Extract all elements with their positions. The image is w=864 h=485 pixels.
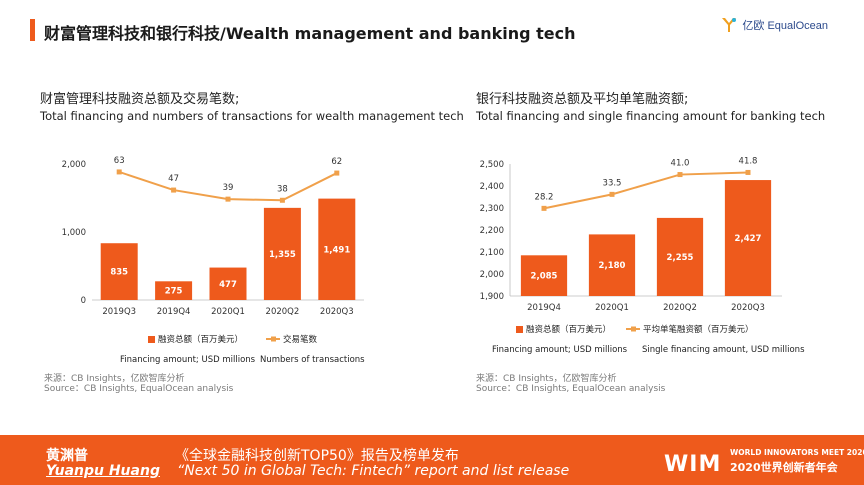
left-chart-title-cn: 财富管理科技融资总额及交易笔数; bbox=[40, 92, 240, 107]
right-bar bbox=[588, 234, 636, 296]
left-line-value-label: 47 bbox=[168, 174, 179, 184]
right-bar bbox=[724, 180, 772, 296]
right-bar bbox=[656, 217, 704, 296]
page-title: 财富管理科技和银行科技/Wealth management and bankin… bbox=[44, 24, 576, 43]
left-bar bbox=[155, 281, 193, 300]
left-x-tick-label: 2019Q4 bbox=[157, 307, 191, 317]
right-line-marker bbox=[745, 169, 751, 175]
left-legend-line-label-en: Numbers of transactions bbox=[260, 355, 365, 365]
left-bar bbox=[263, 207, 301, 300]
right-legend-bar-label-en: Financing amount; USD millions bbox=[492, 345, 628, 355]
right-line-value-label: 28.2 bbox=[535, 192, 554, 202]
left-ytick-label: 0 bbox=[81, 296, 86, 306]
right-chart-title-cn: 银行科技融资总额及平均单笔融资额; bbox=[476, 92, 689, 107]
right-source-en: Source：CB Insights, EqualOcean analysis bbox=[476, 384, 666, 394]
left-line-marker bbox=[171, 187, 177, 193]
event-title-cn: 《全球金融科技创新TOP50》报告及榜单发布 bbox=[175, 448, 459, 464]
left-line-marker bbox=[334, 170, 340, 176]
right-line-value-label: 41.8 bbox=[739, 156, 758, 166]
right-line-value-label: 41.0 bbox=[671, 159, 690, 169]
right-ytick-label: 2,400 bbox=[480, 182, 504, 192]
right-source-cn: 来源：CB Insights，亿欧智库分析 bbox=[476, 374, 617, 384]
left-bar-value-label: 1,355 bbox=[269, 250, 296, 260]
footer-bar bbox=[0, 435, 864, 485]
right-x-tick-label: 2019Q4 bbox=[527, 303, 561, 313]
left-legend-bar-swatch bbox=[148, 336, 155, 343]
right-legend-bar-label: 融资总额（百万美元） bbox=[526, 324, 611, 335]
right-line-marker bbox=[677, 172, 683, 178]
right-legend-bar-swatch bbox=[516, 326, 523, 333]
left-legend-line-label: 交易笔数 bbox=[283, 334, 318, 345]
left-legend-bar-label: 融资总额（百万美元） bbox=[158, 334, 243, 345]
wim-title-cn: 2020世界创新者年会 bbox=[730, 461, 838, 474]
right-x-tick-label: 2020Q1 bbox=[595, 303, 629, 313]
left-bar-value-label: 1,491 bbox=[323, 245, 350, 255]
right-line-marker bbox=[541, 205, 547, 211]
left-ytick-label: 1,000 bbox=[62, 228, 86, 238]
right-legend-line-label: 平均单笔融资额（百万美元） bbox=[643, 324, 754, 335]
right-chart-title-en: Total financing and single financing amo… bbox=[476, 109, 826, 123]
left-x-tick-label: 2019Q3 bbox=[102, 307, 136, 317]
right-combo-chart: 1,900 2,000 2,100 2,200 2,300 2,400 2,500 2,085… bbox=[480, 156, 805, 355]
right-x-tick-label: 2020Q2 bbox=[663, 303, 697, 313]
left-bar-value-label: 275 bbox=[165, 287, 183, 297]
left-ytick-label: 2,000 bbox=[62, 160, 86, 170]
left-source-en: Source：CB Insights, EqualOcean analysis bbox=[44, 384, 234, 394]
right-bar-value-label: 2,085 bbox=[531, 272, 558, 282]
right-ytick-label: 2,000 bbox=[480, 270, 504, 280]
left-chart-title-en: Total financing and numbers of transacti… bbox=[40, 109, 464, 123]
right-line-value-label: 33.5 bbox=[603, 178, 622, 188]
right-ytick-label: 2,500 bbox=[480, 160, 504, 170]
right-line-series bbox=[543, 171, 749, 210]
title-accent-bar bbox=[30, 19, 35, 41]
right-line-marker bbox=[609, 191, 615, 197]
logo-text: 亿欧 EqualOcean bbox=[742, 20, 828, 32]
left-x-tick-label: 2020Q3 bbox=[320, 307, 354, 317]
left-line-marker bbox=[225, 196, 231, 202]
wim-logo: WIM bbox=[664, 452, 722, 477]
event-title-en: “Next 50 in Global Tech: Fintech” report… bbox=[177, 463, 570, 479]
right-bar-value-label: 2,180 bbox=[599, 261, 626, 271]
left-line-marker bbox=[116, 169, 122, 175]
left-x-tick-label: 2020Q1 bbox=[211, 307, 245, 317]
left-bar bbox=[318, 198, 356, 300]
wim-tagline: WORLD INNOVATORS MEET 2020 bbox=[730, 448, 864, 457]
left-line-value-label: 62 bbox=[331, 157, 342, 167]
left-legend-line-marker bbox=[271, 336, 276, 342]
right-ytick-label: 1,900 bbox=[480, 292, 504, 302]
left-line-value-label: 39 bbox=[223, 183, 234, 193]
left-source-cn: 来源：CB Insights，亿欧智库分析 bbox=[44, 374, 185, 384]
left-line-marker bbox=[279, 197, 285, 203]
left-combo-chart: 0 1,000 2,000 835 2019Q3 275 2019Q4 477 2020Q1 1,… bbox=[62, 156, 366, 365]
right-bar-value-label: 2,427 bbox=[735, 234, 762, 244]
presenter-name-en: Yuanpu Huang bbox=[46, 463, 160, 479]
left-bar bbox=[100, 243, 138, 300]
right-ytick-label: 2,300 bbox=[480, 204, 504, 214]
left-x-tick-label: 2020Q2 bbox=[266, 307, 300, 317]
right-ytick-label: 2,100 bbox=[480, 248, 504, 258]
right-bar bbox=[520, 255, 568, 296]
equalocean-logo: 亿欧 EqualOcean bbox=[720, 16, 828, 34]
right-legend-line-label-en: Single financing amount, USD millions bbox=[642, 345, 805, 355]
right-ytick-label: 2,200 bbox=[480, 226, 504, 236]
left-line-value-label: 63 bbox=[114, 156, 125, 166]
left-line-value-label: 38 bbox=[277, 184, 288, 194]
left-legend-bar-label-en: Financing amount; USD millions bbox=[120, 355, 256, 365]
equalocean-logo-icon bbox=[722, 18, 737, 32]
left-bar-value-label: 477 bbox=[219, 280, 237, 290]
left-bar bbox=[209, 267, 247, 300]
right-bar-value-label: 2,255 bbox=[667, 253, 694, 263]
left-bar-value-label: 835 bbox=[110, 268, 128, 278]
right-x-tick-label: 2020Q3 bbox=[731, 303, 765, 313]
right-legend-line-marker bbox=[631, 326, 636, 332]
presenter-name-cn: 黄渊普 bbox=[46, 448, 88, 464]
